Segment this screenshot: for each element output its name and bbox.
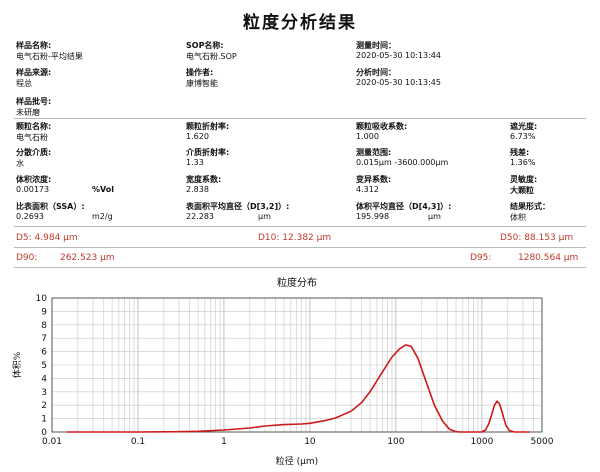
report-title: 粒度分析结果: [243, 13, 357, 33]
uniformity-label: 变异系数:: [356, 175, 392, 184]
particle-name-value: 电气石粉: [16, 133, 48, 142]
residual-label: 残差:: [510, 148, 530, 157]
span-value: 2.838: [186, 185, 209, 194]
particle-ri-label: 颗粒折射率:: [186, 122, 230, 131]
operator-value: 康博智能: [186, 79, 218, 88]
sop-value: 电气石粉.SOP: [186, 52, 237, 61]
y-tick-label: 0: [41, 428, 47, 438]
ssa-value: 0.2693: [16, 212, 44, 221]
d43-label: 体积平均直径（D[4,3]）:: [356, 202, 452, 211]
y-tick-label: 7: [41, 334, 47, 344]
y-tick-label: 1: [41, 415, 47, 425]
divider: [14, 247, 586, 248]
x-tick-label: 1: [221, 437, 227, 447]
distribution-chart: 粒度分布 0.01 0.1 1 10 100 1000 5000 0 1 2 3 4 5 6 7 8 9 10 粒径 …: [11, 276, 554, 467]
ssa-unit: m2/g: [92, 212, 113, 221]
particle-abs-value: 1.000: [356, 132, 379, 141]
d43-unit: μm: [428, 212, 441, 221]
range-label: 测量范围:: [356, 148, 392, 157]
span-label: 宽度系数:: [186, 175, 222, 184]
analysis-time-label: 分析时间：: [356, 68, 396, 77]
sensitivity-label: 灵敏度:: [510, 175, 538, 184]
divider: [14, 118, 586, 119]
medium-ri-label: 介质折射率:: [186, 148, 230, 157]
y-tick-label: 2: [41, 401, 47, 411]
particle-abs-label: 颗粒吸收系数:: [356, 122, 408, 131]
measure-time-value: 2020-05-30 10:13:44: [356, 51, 441, 60]
y-tick-label: 6: [41, 348, 47, 358]
x-tick-label: 10: [304, 437, 316, 447]
conc-unit: %Vol: [92, 185, 115, 194]
y-tick-label: 9: [41, 307, 47, 317]
chart-title: 粒度分布: [277, 276, 317, 289]
d43-value: 195.998: [356, 212, 390, 221]
divider: [14, 226, 586, 227]
d90-value: 262.523 μm: [60, 253, 115, 263]
y-tick-label: 4: [41, 374, 47, 384]
x-axis-label: 粒径 (μm): [276, 455, 318, 467]
y-axis-label: 体积%: [11, 351, 23, 378]
y-tick-label: 8: [41, 321, 47, 331]
obscuration-label: 遮光度:: [510, 122, 538, 131]
x-tick-label: 0.1: [131, 437, 145, 447]
obscuration-value: 6.73%: [510, 132, 536, 141]
medium-value: 水: [16, 159, 24, 168]
ssa-label: 比表面积（SSA）:: [16, 202, 85, 211]
x-tick-label: 1000: [470, 437, 493, 447]
analysis-time-value: 2020-05-30 10:13:45: [356, 78, 441, 87]
d32-label: 表面积平均直径（D[3,2]）:: [186, 202, 290, 211]
particle-name-label: 颗粒名称:: [16, 122, 52, 131]
source-label: 样品来源:: [16, 68, 52, 77]
operator-label: 操作者:: [186, 68, 214, 77]
d95-value: 1280.564 μm: [518, 253, 579, 263]
d95-label: D95:: [470, 253, 492, 263]
x-tick-label: 5000: [531, 437, 554, 447]
sensitivity-value: 大颗粒: [510, 186, 534, 195]
range-value: 0.015μm -3600.000μm: [356, 158, 449, 167]
x-tick-label: 100: [387, 437, 404, 447]
sample-no-label: 样品批号:: [16, 97, 52, 106]
conc-value: 0.00173: [16, 185, 50, 194]
y-tick-label: 5: [41, 361, 47, 371]
d50-value: D50: 88.153 μm: [500, 233, 574, 243]
sample-name-label: 样品名称:: [16, 41, 52, 50]
result-form-label: 结果形式：: [510, 202, 550, 211]
conc-label: 体积浓度:: [16, 175, 52, 184]
d32-value: 22.283: [186, 212, 214, 221]
uniformity-value: 4.312: [356, 185, 379, 194]
d32-unit: μm: [258, 212, 271, 221]
d5-value: D5: 4.984 μm: [16, 233, 78, 243]
measure-time-label: 测量时间：: [356, 41, 396, 50]
y-tick-label: 10: [36, 294, 48, 304]
y-tick-label: 3: [41, 388, 47, 398]
residual-value: 1.36%: [510, 158, 536, 167]
source-value: 程总: [16, 79, 32, 88]
sample-name-value: 电气石粉-平均结果: [16, 52, 83, 61]
medium-ri-value: 1.33: [186, 158, 204, 167]
d10-value: D10: 12.382 μm: [258, 233, 332, 243]
particle-ri-value: 1.620: [186, 132, 209, 141]
divider: [14, 267, 586, 268]
medium-label: 分散介质:: [16, 148, 52, 157]
sample-no-value: 未研磨: [16, 108, 40, 117]
series-line: [67, 344, 530, 433]
x-tick-label: 0.01: [42, 437, 62, 447]
result-form-value: 体积: [510, 213, 526, 222]
plot-frame: [51, 297, 543, 433]
d90-label: D90:: [16, 253, 38, 263]
sop-label: SOP名称:: [186, 41, 224, 50]
